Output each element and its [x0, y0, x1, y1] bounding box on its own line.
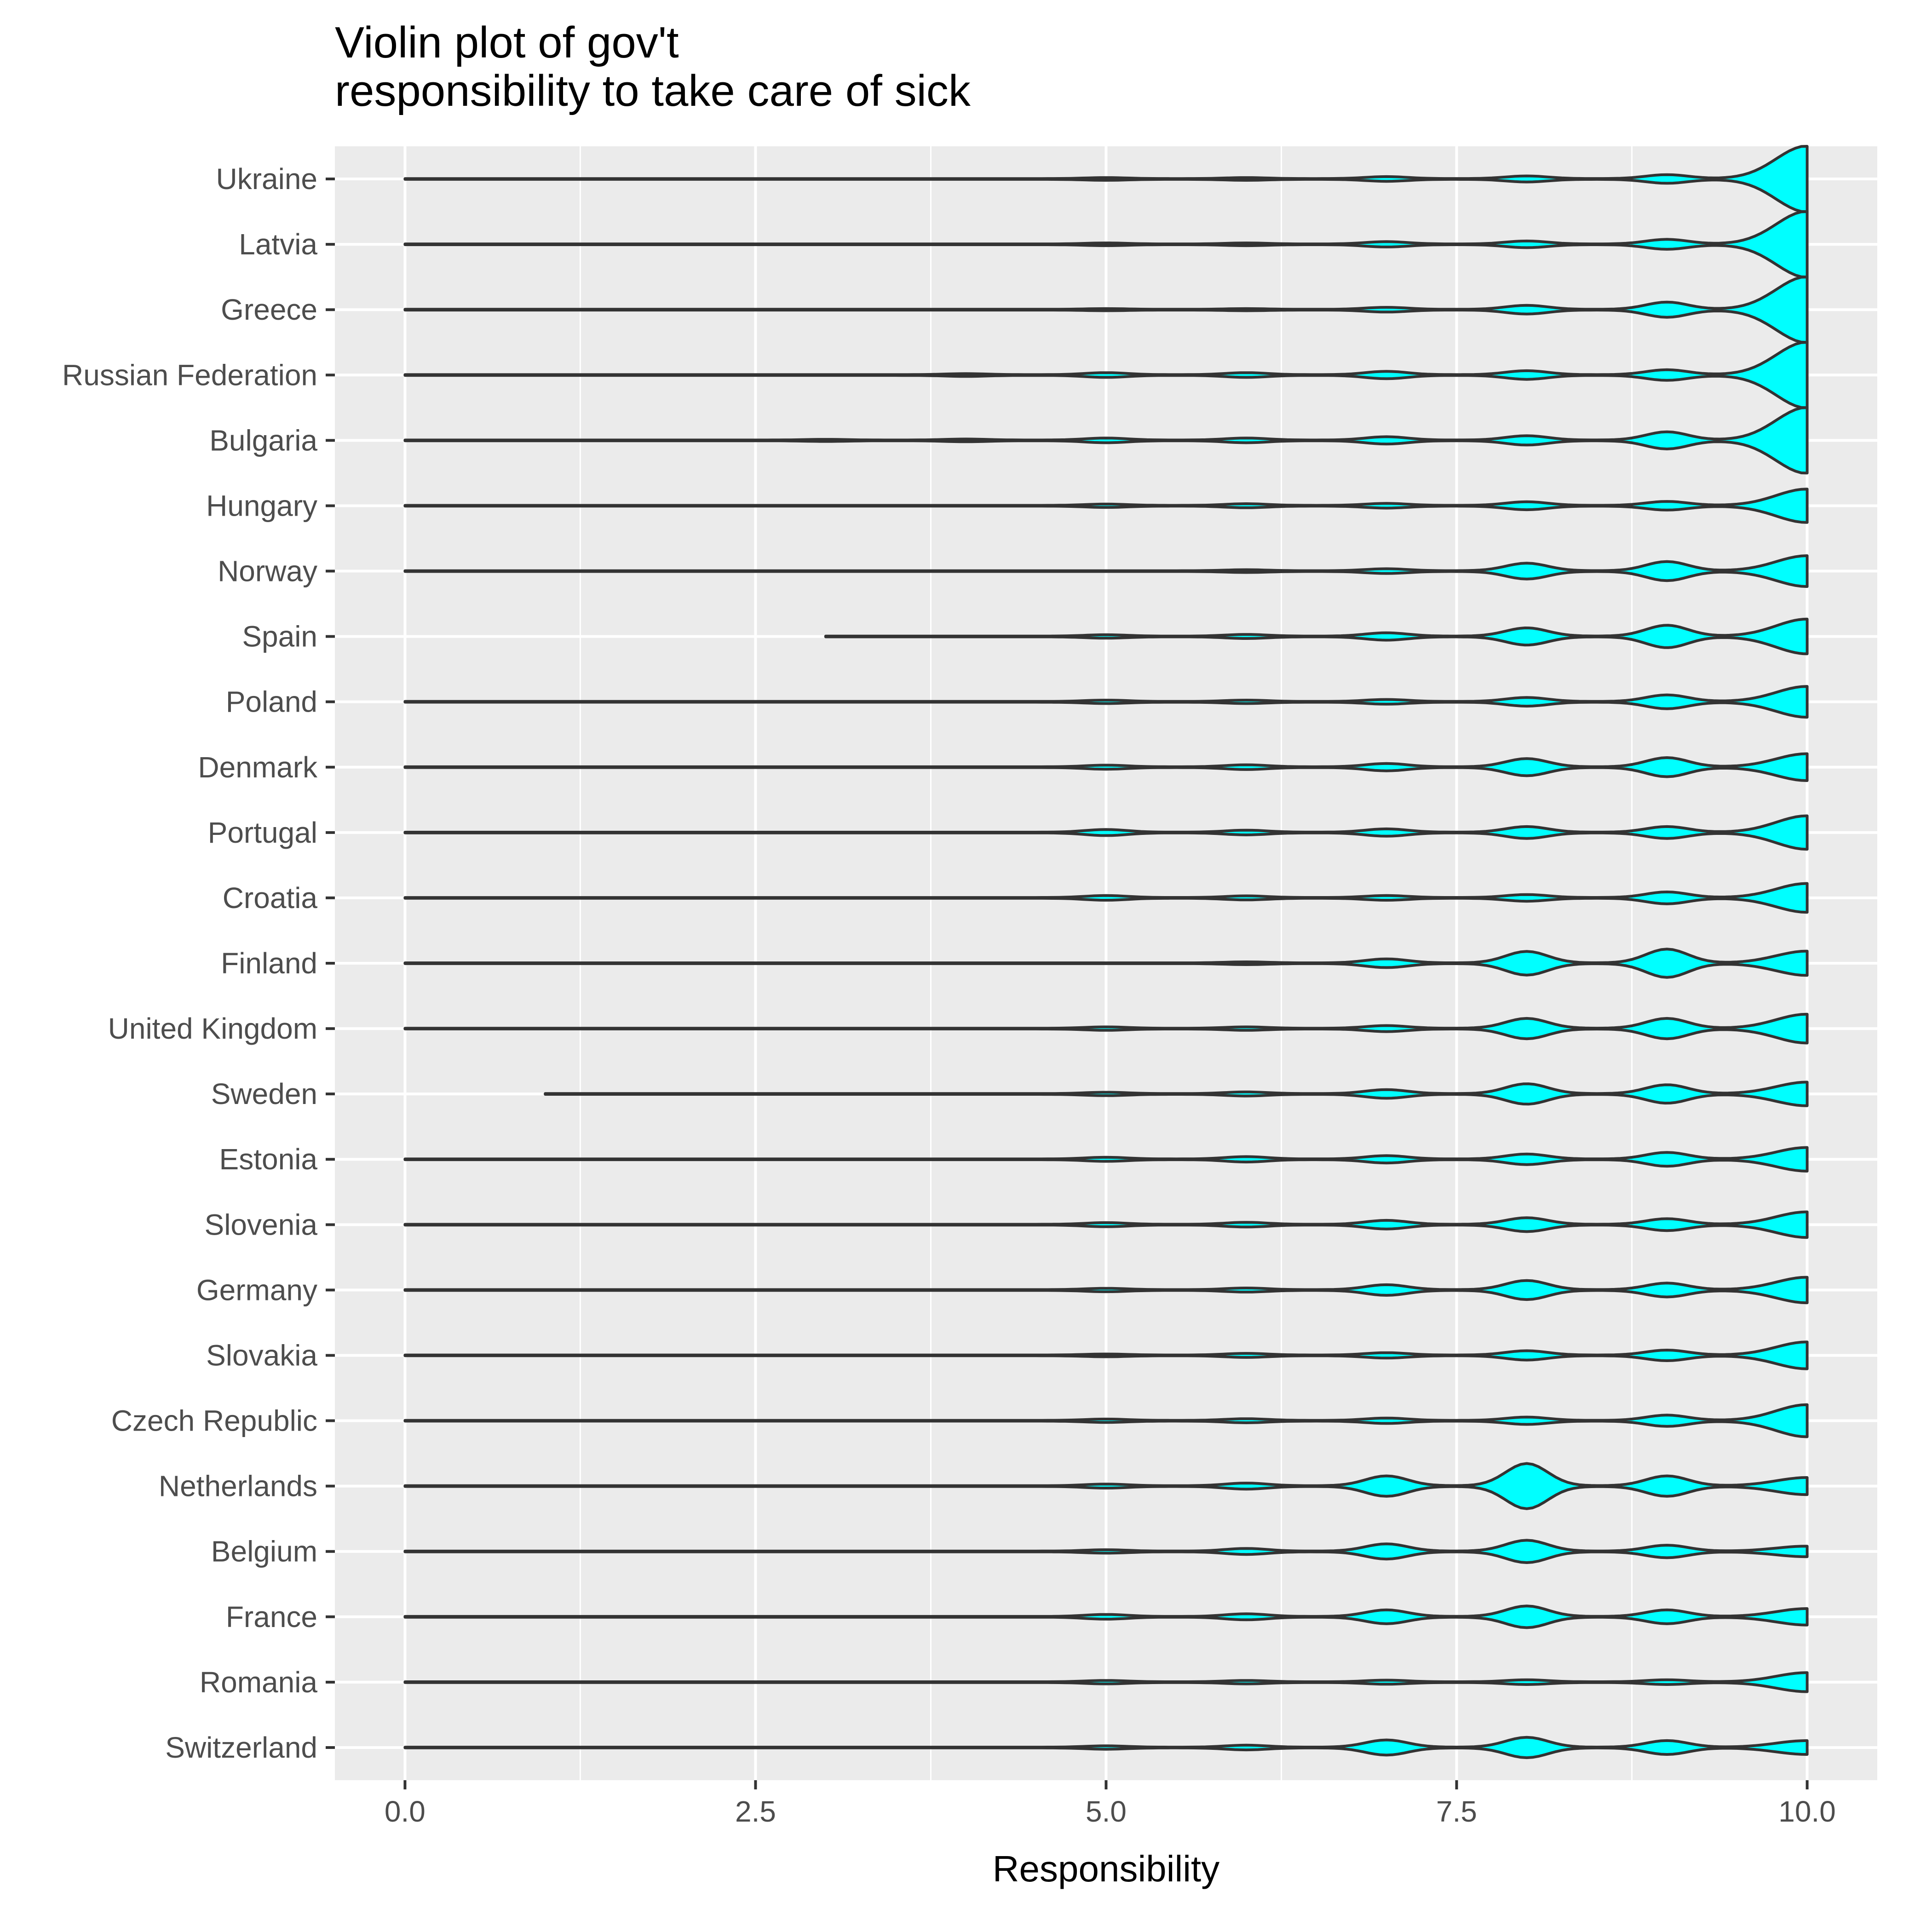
y-tick-label: Portugal [208, 816, 317, 849]
violin-czech-republic [403, 1403, 1809, 1438]
violin-switzerland [403, 1736, 1809, 1760]
violin-united-kingdom [403, 1012, 1809, 1045]
y-tick-label: Spain [242, 620, 317, 653]
y-tick-label: Netherlands [159, 1470, 317, 1503]
x-tick-label: 7.5 [1436, 1795, 1477, 1828]
y-tick-label: Ukraine [216, 162, 317, 196]
x-axis: 0.0 2.5 5.0 7.5 10.0 [385, 1780, 1836, 1828]
violin-netherlands [403, 1462, 1809, 1510]
y-tick-label: United Kingdom [108, 1012, 317, 1045]
violin-croatia [403, 882, 1809, 914]
violin-spain [824, 617, 1809, 656]
chart-title-line: Violin plot of gov't [335, 18, 679, 67]
x-tick-label: 2.5 [735, 1795, 776, 1828]
violin-sweden [544, 1081, 1809, 1107]
violin-romania [403, 1671, 1809, 1693]
x-tick-label: 0.0 [385, 1795, 426, 1828]
y-tick-label: Croatia [223, 881, 318, 914]
y-tick-label: Norway [218, 555, 317, 588]
y-tick-label: Hungary [206, 489, 317, 522]
violin-slovenia [403, 1210, 1809, 1239]
x-axis-title: Responsibility [993, 1848, 1220, 1889]
y-tick-label: Greece [221, 293, 317, 326]
violin-slovakia [403, 1340, 1809, 1370]
violin-estonia [403, 1146, 1809, 1173]
y-tick-label: Poland [226, 685, 317, 719]
violin-poland [403, 685, 1809, 719]
violin-norway [403, 554, 1809, 588]
violin-denmark [403, 752, 1809, 782]
y-tick-label: Slovakia [206, 1339, 317, 1372]
y-tick-label: Romania [200, 1666, 318, 1699]
x-tick-label: 5.0 [1086, 1795, 1127, 1828]
y-tick-label: Finland [221, 947, 317, 980]
y-tick-label: Russian Federation [62, 358, 317, 391]
violin-finland [403, 948, 1809, 979]
violin-hungary [403, 488, 1809, 524]
y-tick-label: France [226, 1600, 317, 1633]
violin-france [403, 1604, 1809, 1629]
y-tick-label: Latvia [239, 228, 317, 261]
y-tick-label: Bulgaria [209, 424, 317, 457]
y-tick-label: Switzerland [165, 1731, 317, 1764]
y-tick-label: Denmark [198, 751, 318, 784]
y-tick-label: Estonia [219, 1143, 318, 1176]
y-tick-label: Germany [196, 1273, 317, 1306]
violin-layer [403, 145, 1809, 1760]
y-axis: Ukraine Latvia Greece Russian Federation Bul… [62, 162, 335, 1764]
violin-bulgaria [403, 406, 1809, 475]
violin-portugal [403, 814, 1809, 851]
x-tick-label: 10.0 [1778, 1795, 1836, 1828]
y-tick-label: Czech Republic [111, 1404, 317, 1438]
violin-belgium [403, 1539, 1809, 1564]
violin-germany [403, 1276, 1809, 1305]
y-tick-label: Belgium [211, 1535, 317, 1568]
y-tick-label: Slovenia [205, 1208, 318, 1241]
y-tick-label: Sweden [211, 1077, 317, 1110]
chart-title-line: responsibility to take care of sick [335, 66, 971, 115]
